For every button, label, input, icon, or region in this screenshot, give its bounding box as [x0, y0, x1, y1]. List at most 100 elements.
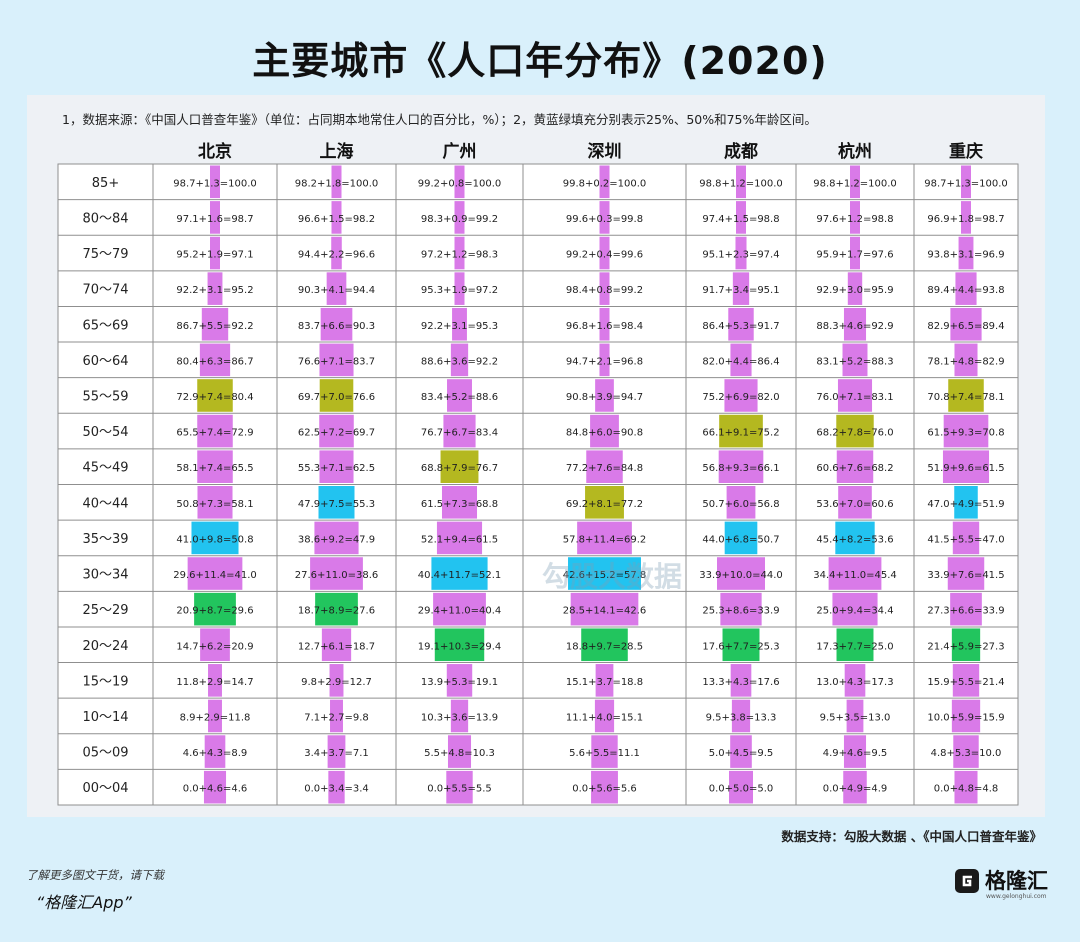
promo-text: 了解更多图文干货，请下载 [26, 868, 164, 882]
cell-value-label: 47.9+7.5=55.3 [298, 499, 375, 510]
population-bar [717, 557, 765, 590]
population-bar [948, 379, 984, 412]
cell-value-label: 51.9+9.6=61.5 [927, 463, 1004, 474]
cell-value-label: 10.0+5.9=15.9 [927, 712, 1004, 723]
population-bar [722, 628, 760, 662]
cell-value-label: 97.1+1.6=98.7 [176, 214, 253, 225]
population-bar [850, 236, 860, 270]
cell-value-label: 82.0+4.4=86.4 [702, 356, 779, 367]
cell-value-label: 99.2+0.4=99.6 [566, 250, 643, 261]
age-group-label: 55～59 [82, 389, 128, 404]
population-bar [319, 343, 354, 377]
cell-value-label: 83.7+6.6=90.3 [298, 321, 375, 332]
cell-value-label: 40.4+11.7=52.1 [418, 570, 502, 581]
population-bar [329, 664, 344, 697]
population-bar [828, 557, 882, 590]
population-bar [836, 414, 874, 448]
population-bar [736, 165, 746, 199]
population-bar [327, 735, 346, 768]
population-bar [590, 414, 619, 448]
brand-logo: 格隆汇 www.gelonghui.com [954, 868, 1048, 900]
data-source: 数据支持：勾股大数据 、《中国人口普查年鉴》 [781, 829, 1042, 844]
population-bar [730, 735, 752, 768]
population-bar [599, 272, 610, 305]
age-group-label: 40～44 [82, 496, 128, 511]
population-bar [331, 165, 342, 199]
cell-value-label: 97.4+1.5=98.8 [702, 214, 779, 225]
cell-value-label: 9.5+3.5=13.0 [820, 712, 891, 723]
age-group-label: 70～74 [82, 283, 128, 298]
cell-value-label: 86.7+5.5=92.2 [176, 321, 253, 332]
cell-value-label: 15.9+5.5=21.4 [927, 677, 1004, 688]
age-group-label: 50～54 [82, 425, 128, 440]
cell-value-label: 77.2+7.6=84.8 [566, 463, 643, 474]
cell-value-label: 98.4+0.8=99.2 [566, 285, 643, 296]
cell-value-label: 38.6+9.2=47.9 [298, 534, 375, 545]
population-bar [954, 770, 978, 804]
population-bar [731, 699, 751, 733]
population-bar [321, 628, 352, 662]
population-bar [953, 735, 979, 768]
cell-value-label: 0.0+5.0=5.0 [709, 784, 773, 795]
cell-value-label: 82.9+6.5=89.4 [927, 321, 1004, 332]
population-bar [194, 592, 236, 626]
cell-value-label: 92.2+3.1=95.3 [421, 321, 498, 332]
cell-value-label: 41.0+9.8=50.8 [176, 534, 253, 545]
page-title: 主要城市《人口年分布》(2020) [252, 39, 828, 83]
cell-value-label: 28.5+14.1=42.6 [563, 606, 647, 617]
cell-value-label: 17.6+7.7=25.3 [702, 641, 779, 652]
population-bar [315, 592, 358, 626]
cell-value-label: 89.4+4.4=93.8 [927, 285, 1004, 296]
population-bar [595, 379, 614, 412]
cell-value-label: 88.6+3.6=92.2 [421, 356, 498, 367]
population-bar [950, 307, 982, 341]
population-bar [450, 699, 469, 733]
population-bar [318, 486, 355, 519]
cell-value-label: 98.2+1.8=100.0 [295, 178, 379, 189]
population-bar [599, 236, 610, 270]
age-group-label: 75～79 [82, 247, 128, 262]
cell-value-label: 53.6+7.0=60.6 [816, 499, 893, 510]
cell-value-label: 69.7+7.0=76.6 [298, 392, 375, 403]
cell-value-label: 78.1+4.8=82.9 [927, 356, 1004, 367]
chart-note: 1，数据来源：《中国人口普查年鉴》（单位：占同期本地常住人口的百分比，%）；2，… [62, 112, 817, 127]
cell-value-label: 15.1+3.7=18.8 [566, 677, 643, 688]
cell-value-label: 50.8+7.3=58.1 [176, 499, 253, 510]
age-group-label: 25～29 [82, 603, 128, 618]
cell-value-label: 57.8+11.4=69.2 [563, 534, 647, 545]
cell-value-label: 58.1+7.4=65.5 [176, 463, 253, 474]
cell-value-label: 25.3+8.6=33.9 [702, 606, 779, 617]
cell-value-label: 95.9+1.7=97.6 [816, 250, 893, 261]
population-bar [591, 770, 618, 804]
cell-value-label: 91.7+3.4=95.1 [702, 285, 779, 296]
population-bar [191, 521, 239, 555]
cell-value-label: 13.9+5.3=19.1 [421, 677, 498, 688]
population-bar [836, 628, 874, 662]
city-header: 深圳 [588, 141, 622, 162]
population-bar [720, 592, 762, 626]
cell-value-label: 68.8+7.9=76.7 [421, 463, 498, 474]
population-bar [320, 307, 353, 341]
population-bar [210, 165, 220, 199]
cell-value-label: 65.5+7.4=72.9 [176, 428, 253, 439]
cell-value-label: 75.2+6.9=82.0 [702, 392, 779, 403]
cell-value-label: 9.8+2.9=12.7 [301, 677, 372, 688]
cell-value-label: 50.7+6.0=56.8 [702, 499, 779, 510]
cell-value-label: 34.4+11.0=45.4 [813, 570, 897, 581]
population-bar [208, 699, 222, 733]
age-group-label: 30～34 [82, 568, 128, 583]
cell-value-label: 41.5+5.5=47.0 [927, 534, 1004, 545]
population-bar [208, 664, 222, 697]
cell-value-label: 94.7+2.1=96.8 [566, 356, 643, 367]
city-header: 成都 [724, 141, 758, 162]
cell-value-label: 76.7+6.7=83.4 [421, 428, 498, 439]
cell-value-label: 97.2+1.2=98.3 [421, 250, 498, 261]
population-bar [843, 735, 867, 768]
cell-value-label: 33.9+7.6=41.5 [927, 570, 1004, 581]
population-bar [210, 201, 220, 234]
population-bar [850, 165, 860, 199]
population-bar [586, 450, 623, 483]
population-bar [729, 770, 753, 804]
population-bar [454, 236, 465, 270]
population-bar [450, 343, 469, 377]
